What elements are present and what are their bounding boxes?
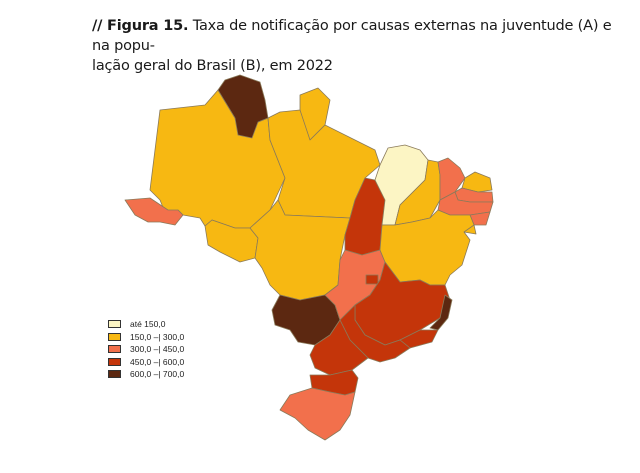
region-PR (309, 319, 369, 376)
legend-label: 600,0 –| 700,0 (130, 369, 185, 380)
legend-swatch (108, 370, 121, 379)
legend-item: 450,0 –| 600,0 (108, 356, 184, 369)
legend-label: até 150,0 (130, 319, 166, 330)
region-BA (379, 209, 475, 286)
region-DF (365, 274, 379, 285)
legend-item: 300,0 –| 450,0 (108, 343, 184, 356)
region-CE (437, 157, 466, 201)
legend-label: 300,0 –| 450,0 (130, 344, 185, 355)
legend-label: 150,0 –| 300,0 (130, 331, 185, 342)
region-AC (124, 197, 184, 226)
map-legend: até 150,0 150,0 –| 300,0 300,0 –| 450,0 450… (108, 318, 184, 381)
legend-label: 450,0 –| 600,0 (130, 356, 185, 367)
legend-item: 150,0 –| 300,0 (108, 331, 184, 344)
caption-line-1: Taxa de notificação por causas externas … (92, 18, 612, 54)
legend-swatch (108, 357, 121, 366)
figure-caption: // Figura 15. Taxa de notificação por ca… (92, 16, 612, 76)
figure-number: // Figura 15. (92, 18, 189, 34)
legend-swatch (108, 332, 121, 341)
caption-line-2: lação geral do Brasil (B), em 2022 (92, 58, 333, 74)
legend-swatch (108, 345, 121, 354)
region-PA (267, 109, 381, 219)
legend-swatch (108, 320, 121, 329)
legend-item: até 150,0 (108, 318, 184, 331)
legend-item: 600,0 –| 700,0 (108, 368, 184, 381)
region-RS (279, 387, 356, 441)
